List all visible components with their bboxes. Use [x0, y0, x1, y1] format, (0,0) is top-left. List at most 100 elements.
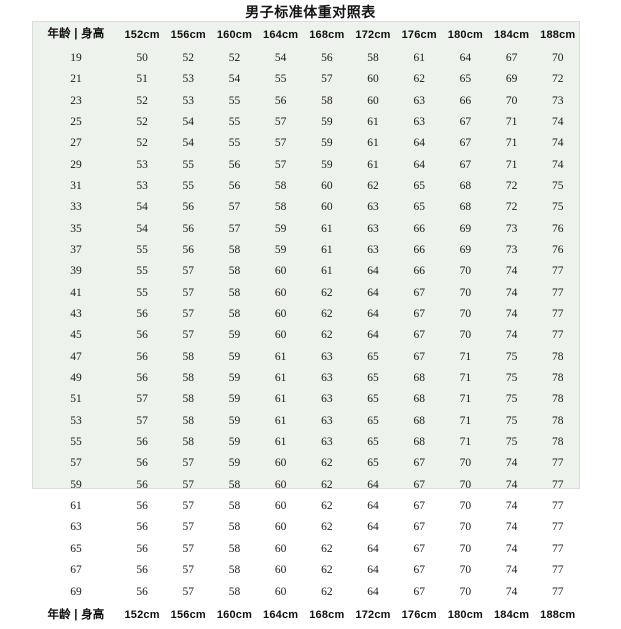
cell-weight: 74	[505, 542, 518, 555]
cell-weight: 56	[136, 478, 148, 491]
cell-weight: 67	[505, 51, 518, 64]
cell-weight: 59	[321, 115, 333, 128]
cell-weight: 63	[367, 222, 379, 235]
cell-weight: 58	[367, 51, 379, 64]
cell-weight: 77	[552, 265, 564, 278]
footer-height-176cm: 176cm	[401, 609, 437, 622]
cell-weight: 54	[228, 73, 241, 86]
cell-weight: 60	[274, 265, 287, 278]
cell-weight: 64	[413, 158, 425, 171]
cell-weight: 74	[505, 329, 518, 342]
cell-weight: 65	[367, 436, 379, 449]
cell-weight: 78	[552, 393, 564, 406]
table-row: 49 56 58 59 61 63 65 68 71 75 78	[33, 368, 581, 389]
cell-weight: 56	[182, 201, 195, 214]
weight-reference-table-container: 年龄 | 身高 152cm 156cm 160cm 164cm 168cm 17…	[32, 21, 581, 621]
cell-weight: 67	[413, 500, 425, 513]
cell-weight: 61	[321, 265, 333, 278]
cell-weight: 61	[413, 51, 425, 64]
cell-age: 21	[70, 73, 82, 86]
cell-weight: 71	[459, 372, 472, 385]
cell-weight: 71	[459, 393, 472, 406]
table-row: 47 56 58 59 61 63 65 67 71 75 78	[33, 347, 581, 368]
cell-weight: 64	[367, 585, 379, 598]
cell-weight: 70	[459, 564, 472, 577]
cell-weight: 59	[274, 244, 287, 257]
cell-weight: 60	[274, 585, 287, 598]
cell-weight: 57	[182, 478, 195, 491]
cell-weight: 57	[228, 201, 241, 214]
cell-weight: 58	[228, 308, 241, 321]
cell-weight: 78	[552, 414, 564, 427]
header-height-184cm: 184cm	[493, 28, 530, 41]
cell-weight: 52	[136, 137, 148, 150]
cell-weight: 58	[228, 286, 241, 299]
footer-age-height-corner: 年龄 | 身高	[47, 609, 105, 622]
cell-weight: 58	[228, 478, 241, 491]
cell-weight: 63	[321, 393, 333, 406]
cell-weight: 59	[274, 222, 287, 235]
cell-weight: 57	[182, 521, 195, 534]
cell-weight: 53	[136, 158, 148, 171]
cell-weight: 60	[274, 478, 287, 491]
cell-weight: 62	[367, 179, 379, 192]
cell-weight: 62	[321, 286, 333, 299]
cell-weight: 62	[321, 542, 333, 555]
cell-age: 63	[70, 521, 82, 534]
cell-weight: 56	[136, 521, 148, 534]
cell-weight: 59	[321, 137, 333, 150]
cell-weight: 76	[552, 222, 564, 235]
cell-weight: 77	[552, 329, 564, 342]
cell-weight: 67	[413, 329, 425, 342]
cell-weight: 67	[413, 457, 425, 470]
cell-age: 55	[70, 436, 82, 449]
cell-weight: 56	[274, 94, 287, 107]
cell-weight: 67	[413, 350, 425, 363]
cell-age: 33	[70, 201, 82, 214]
table-row: 55 56 58 59 61 63 65 68 71 75 78	[33, 432, 581, 453]
cell-weight: 52	[136, 115, 148, 128]
cell-weight: 59	[228, 393, 241, 406]
cell-weight: 59	[228, 350, 241, 363]
cell-weight: 68	[459, 179, 472, 192]
cell-weight: 67	[413, 585, 425, 598]
cell-weight: 63	[321, 372, 333, 385]
cell-weight: 60	[367, 94, 379, 107]
cell-weight: 67	[413, 478, 425, 491]
cell-weight: 65	[367, 350, 379, 363]
table-foot: 年龄 | 身高 152cm 156cm 160cm 164cm 168cm 17…	[33, 603, 581, 629]
cell-weight: 59	[228, 372, 241, 385]
cell-weight: 71	[459, 414, 472, 427]
cell-weight: 74	[505, 265, 518, 278]
cell-weight: 64	[367, 500, 379, 513]
cell-weight: 63	[321, 350, 333, 363]
table-row: 39 55 57 58 60 61 64 66 70 74 77	[33, 261, 581, 282]
cell-weight: 78	[552, 372, 564, 385]
cell-weight: 55	[228, 94, 241, 107]
cell-age: 35	[70, 222, 82, 235]
cell-weight: 77	[552, 478, 564, 491]
cell-weight: 65	[413, 179, 425, 192]
cell-weight: 57	[182, 457, 195, 470]
cell-weight: 58	[228, 585, 241, 598]
cell-weight: 73	[552, 94, 564, 107]
cell-age: 45	[70, 329, 82, 342]
cell-weight: 57	[321, 73, 333, 86]
cell-weight: 71	[459, 436, 472, 449]
cell-weight: 56	[136, 500, 148, 513]
cell-weight: 70	[459, 265, 472, 278]
cell-weight: 62	[321, 329, 333, 342]
cell-weight: 64	[367, 265, 379, 278]
cell-weight: 60	[274, 286, 287, 299]
cell-weight: 77	[552, 521, 564, 534]
page-root: 男子标准体重对照表 年龄 | 身高 152cm 156cm 160cm 164c…	[32, 4, 581, 621]
cell-age: 29	[70, 158, 82, 171]
cell-age: 23	[70, 94, 82, 107]
header-height-188cm: 188cm	[540, 28, 576, 41]
page-title: 男子标准体重对照表	[245, 4, 376, 20]
cell-weight: 60	[274, 329, 287, 342]
footer-height-152cm: 152cm	[124, 609, 160, 622]
cell-weight: 59	[228, 436, 241, 449]
cell-weight: 64	[459, 51, 472, 64]
footer-height-184cm: 184cm	[493, 609, 530, 622]
